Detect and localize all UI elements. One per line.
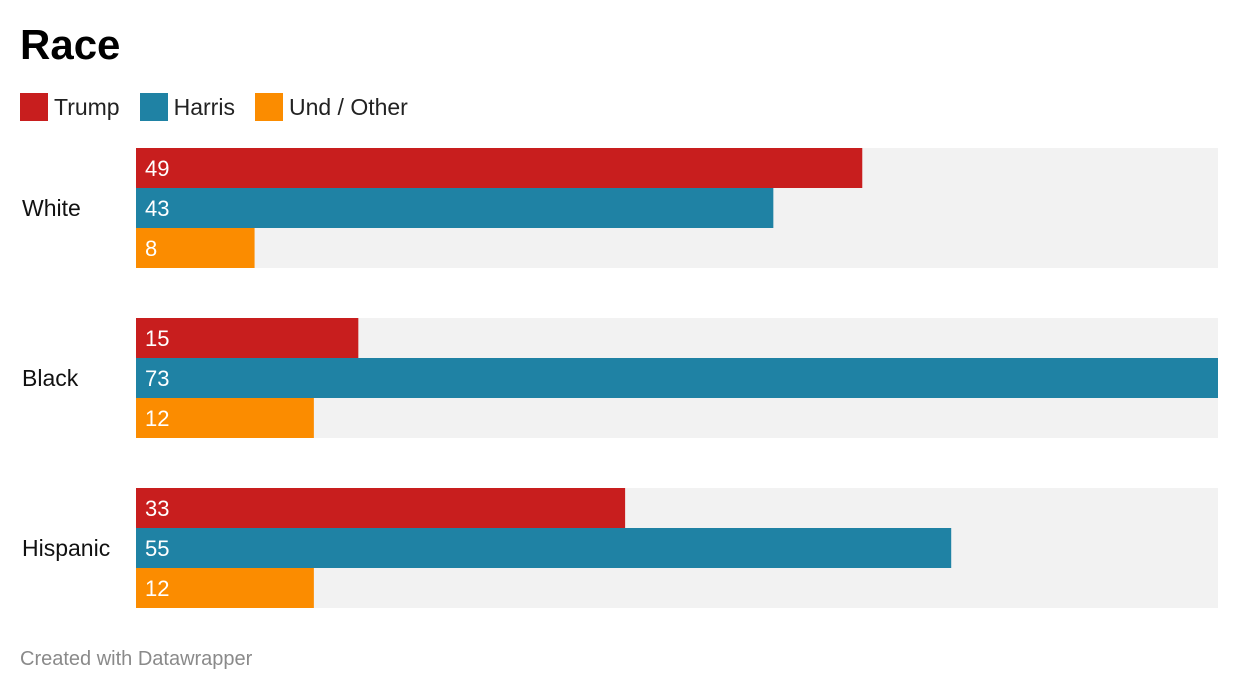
bar-hispanic-harris [136, 528, 952, 568]
category-label-white: White [22, 195, 81, 221]
legend: Trump Harris Und / Other [20, 92, 428, 122]
bar-black-trump [136, 318, 359, 358]
footer-credit: Created with Datawrapper [20, 648, 253, 670]
bar-black-harris [136, 358, 1218, 398]
chart-title: Race [20, 21, 121, 68]
data-label-white-harris: 43 [145, 196, 169, 221]
bar-hispanic-trump [136, 488, 626, 528]
data-label-hispanic-harris: 55 [145, 536, 169, 561]
data-label-hispanic-und-other: 12 [145, 576, 169, 601]
legend-item-und-other: Und / Other [254, 93, 408, 121]
legend-swatch-trump [20, 93, 48, 121]
legend-label-harris: Harris [173, 93, 235, 120]
legend-item-harris: Harris [139, 93, 235, 121]
bar-white-und-other [136, 228, 255, 268]
data-label-white-und-other: 8 [145, 236, 157, 261]
category-label-black: Black [22, 365, 79, 391]
bar-black-und-other [136, 398, 314, 438]
category-label-hispanic: Hispanic [22, 535, 110, 561]
data-label-black-trump: 15 [145, 326, 169, 351]
bar-white-trump [136, 148, 863, 188]
bar-hispanic-und-other [136, 568, 314, 608]
legend-item-trump: Trump [20, 93, 120, 121]
bar-chart: White 49 43 8 Black 15 73 12 Hispanic 33 55 12 [22, 148, 1218, 608]
legend-swatch-harris [139, 93, 168, 121]
data-label-hispanic-trump: 33 [145, 496, 169, 521]
data-label-white-trump: 49 [145, 156, 169, 181]
legend-swatch-und-other [254, 93, 283, 121]
data-label-black-und-other: 12 [145, 406, 169, 431]
data-label-black-harris: 73 [145, 366, 169, 391]
bar-white-harris [136, 188, 774, 228]
legend-label-trump: Trump [54, 93, 120, 120]
legend-label-und-other: Und / Other [288, 93, 408, 120]
